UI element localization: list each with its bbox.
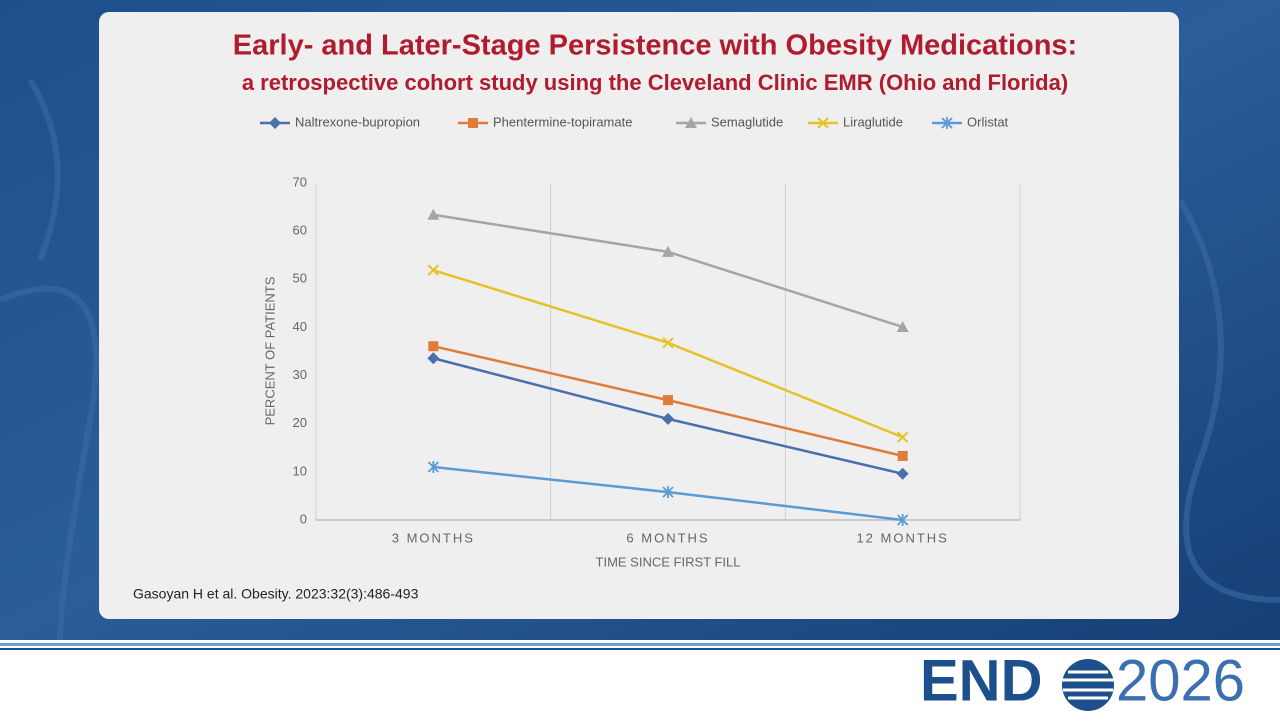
marker <box>896 467 909 480</box>
marker <box>427 264 440 276</box>
marker <box>662 412 674 425</box>
x-axis-label: TIME SINCE FIRST FILL <box>596 554 741 569</box>
legend-item: Naltrexone-bupropion <box>260 114 420 129</box>
chart-subtitle: a retrospective cohort study using the C… <box>242 70 1068 95</box>
y-axis-label: PERCENT OF PATIENTS <box>262 276 277 425</box>
marker <box>663 395 673 406</box>
y-tick-label: 20 <box>293 415 307 430</box>
marker <box>662 245 674 257</box>
marker <box>941 117 953 129</box>
footer-line <box>0 643 1280 646</box>
marker <box>897 514 909 526</box>
marker <box>468 118 478 128</box>
y-tick-label: 60 <box>293 223 307 238</box>
legend-label: Liraglutide <box>843 114 903 129</box>
marker <box>427 461 439 474</box>
legend-item: Liraglutide <box>808 114 903 129</box>
y-tick-label: 0 <box>300 511 307 526</box>
logo-text: END <box>920 648 1042 713</box>
marker <box>896 431 909 443</box>
content-panel <box>99 12 1179 619</box>
marker <box>269 117 281 129</box>
marker <box>662 486 674 499</box>
marker <box>427 208 440 220</box>
y-tick-label: 70 <box>293 174 307 189</box>
legend-label: Phentermine-topiramate <box>493 114 632 129</box>
marker <box>896 320 909 332</box>
x-tick-label: 3 MONTHS <box>392 530 475 545</box>
marker <box>685 117 697 128</box>
y-tick-label: 30 <box>293 367 307 382</box>
logo-text: 2026 <box>1116 648 1245 713</box>
x-tick-label: 6 MONTHS <box>626 530 709 545</box>
y-tick-label: 40 <box>293 319 307 334</box>
legend-label: Naltrexone-bupropion <box>295 114 420 129</box>
x-tick-label: 12 MONTHS <box>856 530 948 545</box>
marker <box>817 117 829 129</box>
legend-label: Semaglutide <box>711 114 783 129</box>
legend-item: Phentermine-topiramate <box>458 114 632 129</box>
chart-title: Early- and Later-Stage Persistence with … <box>233 30 1077 62</box>
legend-label: Orlistat <box>967 114 1009 129</box>
marker <box>427 352 440 365</box>
marker <box>897 450 908 461</box>
footer-line <box>0 648 1280 650</box>
logo-globe <box>1062 659 1114 711</box>
marker <box>662 337 674 349</box>
y-tick-label: 50 <box>293 271 307 286</box>
background-pattern <box>0 78 1280 641</box>
marker <box>428 341 439 352</box>
y-tick-label: 10 <box>293 463 307 478</box>
legend-item: Orlistat <box>932 114 1009 129</box>
legend-item: Semaglutide <box>676 114 783 129</box>
citation: Gasoyan H et al. Obesity. 2023:32(3):486… <box>133 586 419 602</box>
